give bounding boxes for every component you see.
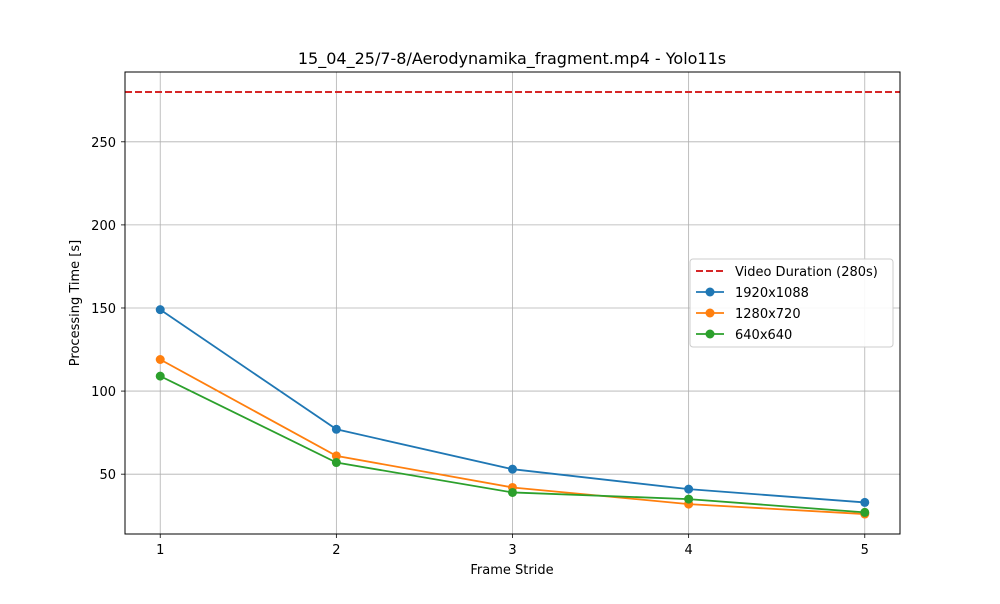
x-tick-label: 3	[508, 543, 516, 558]
data-point-640x640	[155, 371, 165, 381]
data-point-1920x1088	[860, 497, 870, 507]
legend-swatch-marker	[705, 329, 715, 339]
y-tick-label: 150	[91, 302, 116, 317]
legend-label: 640x640	[735, 328, 792, 343]
series-layer	[155, 305, 870, 519]
data-point-1920x1088	[155, 305, 165, 315]
data-point-640x640	[331, 458, 341, 468]
data-point-640x640	[860, 507, 870, 517]
y-axis-label: Processing Time [s]	[68, 240, 83, 366]
x-tick-label: 2	[332, 543, 340, 558]
legend-swatch-marker	[705, 287, 715, 297]
legend: Video Duration (280s) 1920x1088 1280x720 64…	[689, 258, 894, 348]
x-tick-label: 1	[156, 543, 164, 558]
data-point-640x640	[684, 494, 694, 504]
y-tick-label: 100	[91, 385, 116, 400]
data-point-1920x1088	[508, 464, 517, 474]
x-tick-label: 4	[684, 543, 692, 558]
data-point-1280x720	[331, 451, 341, 461]
y-tick-label: 250	[91, 136, 116, 151]
y-tick-label: 200	[91, 219, 116, 234]
legend-box	[689, 258, 894, 348]
data-point-1920x1088	[331, 424, 341, 434]
x-tick-label: 5	[861, 543, 869, 558]
legend-label: 1920x1088	[735, 286, 809, 301]
x-axis-label: Frame Stride	[470, 563, 553, 578]
chart-title: 15_04_25/7-8/Aerodynamika_fragment.mp4 -…	[298, 49, 726, 69]
y-tick-label: 50	[99, 468, 116, 483]
axis-ticks: 1 2 3 4 5 50 100 150 200 250	[91, 136, 869, 558]
legend-label: Video Duration (280s)	[735, 265, 878, 280]
legend-swatch-marker	[705, 308, 715, 318]
data-point-1280x720	[155, 355, 165, 365]
data-point-640x640	[508, 487, 517, 497]
legend-label: 1280x720	[735, 307, 801, 322]
data-point-1920x1088	[684, 484, 694, 494]
